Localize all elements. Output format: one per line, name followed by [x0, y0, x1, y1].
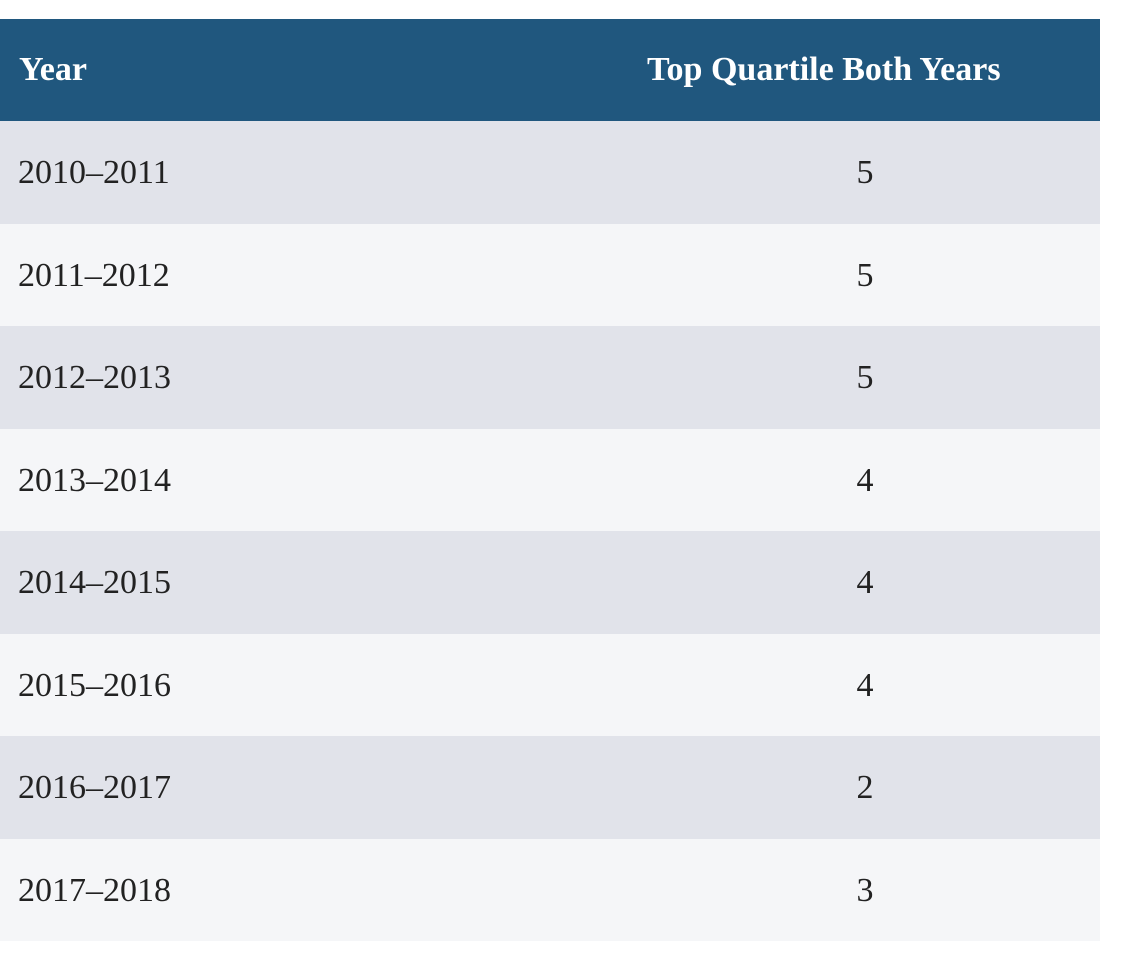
cell-year: 2010–2011 [18, 154, 170, 191]
cell-count: 3 [856, 871, 874, 909]
cell-count: 4 [856, 564, 874, 601]
table-row: 2016–2017 2 [0, 736, 1100, 839]
column-header-top-quartile: Top Quartile Both Years [647, 51, 1001, 88]
cell-year: 2014–2015 [18, 564, 171, 601]
cell-count: 4 [856, 666, 874, 704]
cell-year: 2016–2017 [18, 769, 171, 806]
cell-count: 4 [856, 461, 874, 499]
table-row: 2014–2015 4 [0, 531, 1100, 634]
cell-year: 2015–2016 [18, 666, 171, 704]
cell-year: 2013–2014 [18, 461, 171, 499]
cell-year: 2011–2012 [18, 256, 170, 294]
cell-count: 5 [856, 256, 874, 294]
table-row: 2013–2014 4 [0, 428, 1100, 531]
table-row: 2017–2018 3 [0, 838, 1100, 941]
table-header-row: Year Top Quartile Both Years [0, 19, 1100, 121]
cell-count: 2 [856, 769, 874, 806]
cell-year: 2012–2013 [18, 359, 171, 396]
cell-year: 2017–2018 [18, 871, 171, 909]
table-row: 2010–2011 5 [0, 121, 1100, 224]
data-table: Year Top Quartile Both Years 2010–2011 5… [0, 19, 1100, 941]
cell-count: 5 [856, 359, 874, 396]
table-row: 2012–2013 5 [0, 326, 1100, 429]
table-row: 2015–2016 4 [0, 633, 1100, 736]
cell-count: 5 [856, 154, 874, 191]
table-row: 2011–2012 5 [0, 223, 1100, 326]
column-header-year: Year [19, 51, 87, 88]
